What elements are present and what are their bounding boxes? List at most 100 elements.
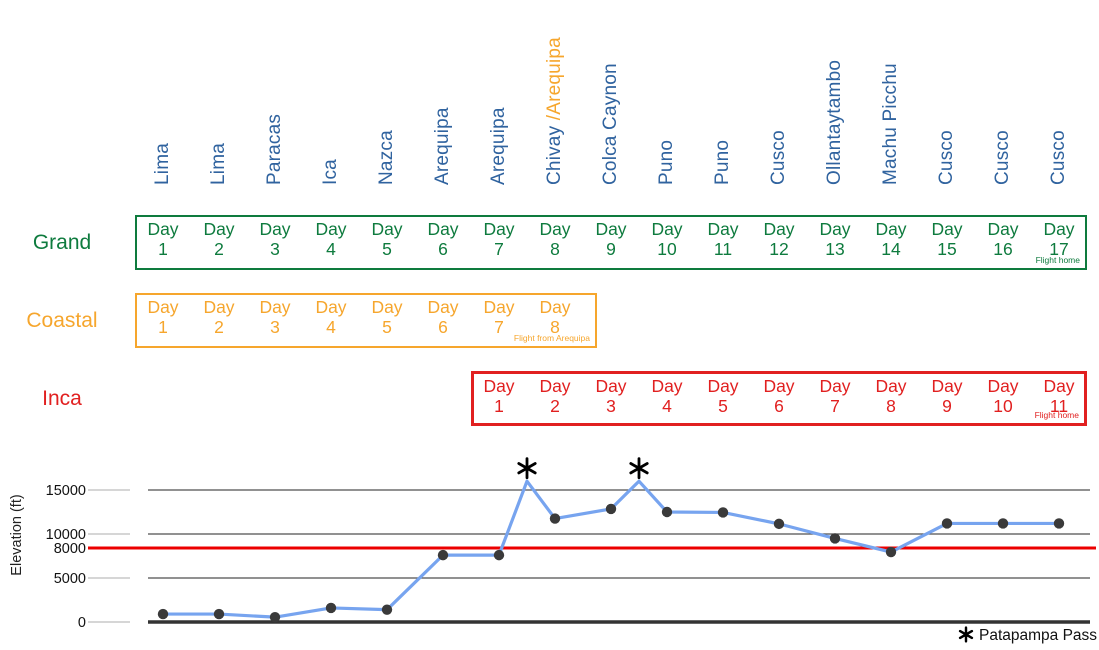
day-cell: Day 1 [135,219,191,259]
tour-days-box-inca: Day 1 Day 2 Day 3 Day 4 Day 5 Day 6 Day 7 Day 8 Day 9 Day 1… [471,371,1087,426]
pass-asterisk-icon [517,457,537,480]
data-point [829,533,841,544]
data-point [773,518,785,530]
city-name: Ollantaytambo [824,59,845,185]
day-number: 7 [494,317,504,337]
day-number: 8 [886,396,896,416]
day-cell: Day 5 [695,376,751,416]
city-name: Ica [320,159,341,185]
day-cell: Day 2 [191,219,247,259]
day-cell: Day 4 [303,219,359,259]
tour-label-grand: Grand [32,230,92,254]
city-label: Lima [208,143,229,185]
day-cell: Day 3 [583,376,639,416]
data-point [493,549,505,561]
day-word: Day [203,297,235,317]
data-point [605,503,617,515]
city-label: Arequipa [488,107,509,185]
day-cell: Day 13 [807,219,863,259]
day-number: 6 [438,317,448,337]
day-cell: Day 9 [583,219,639,259]
day-cell: Day 5 [359,219,415,259]
data-point [997,518,1009,529]
day-number: 9 [942,396,952,416]
day-cell: Day 8 [527,297,583,337]
day-word: Day [763,219,795,239]
day-word: Day [819,376,851,396]
day-cell: Day 16 [975,219,1031,259]
day-cell: Day 2 [527,376,583,416]
data-point [549,513,561,524]
day-number: 5 [382,317,392,337]
day-cell: Day 11 [695,219,751,259]
city-label: Colca Caynon [600,63,621,185]
day-cell: Day 12 [751,219,807,259]
data-point [213,608,225,620]
day-number: 4 [326,317,336,337]
day-number: 3 [270,317,280,337]
day-cell: Day 8 [527,219,583,259]
day-cell: Day 10 [639,219,695,259]
day-number: 11 [1049,396,1069,416]
y-tick-label: 8000 [54,541,86,557]
day-word: Day [427,219,459,239]
city-name: Puno [712,139,733,185]
day-cell: Day 10 [975,376,1031,416]
day-word: Day [595,219,627,239]
pass-asterisk-icon [629,457,649,480]
day-word: Day [483,219,515,239]
day-cell: Day 14 [863,219,919,259]
data-point [885,546,897,558]
data-point [437,549,449,561]
city-label: Ica [320,159,341,185]
day-word: Day [539,376,571,396]
data-point [381,604,393,615]
tour-days-box-grand: Day 1 Day 2 Day 3 Day 4 Day 5 Day 6 Day 7 Day 8 Day 9 Day 1… [135,215,1087,270]
day-cell: Day 7 [471,219,527,259]
day-word: Day [147,219,179,239]
city-name: Cusco [1048,130,1069,185]
day-cell: Day 3 [247,297,303,337]
day-word: Day [1043,376,1075,396]
day-word: Day [483,297,515,317]
day-number: 8 [550,239,560,259]
final-day-note: Flight home [1034,410,1079,420]
day-word: Day [371,219,403,239]
y-axis-title: Elevation (ft) [9,494,25,575]
day-number: 14 [881,239,901,259]
day-cell: Day 7 [471,297,527,337]
city-name: Arequipa [488,107,509,185]
city-name: Chivay [544,120,565,185]
day-word: Day [1043,219,1075,239]
day-cell: Day 6 [751,376,807,416]
final-day-note: Flight from Arequipa [513,333,590,343]
day-word: Day [651,219,683,239]
city-name: Arequipa [432,107,453,185]
day-number: 5 [382,239,392,259]
day-cell: Day 17 [1031,219,1087,259]
day-number: 5 [718,396,728,416]
day-word: Day [595,376,627,396]
tour-label-inca: Inca [42,386,82,410]
city-label: Cusco [768,130,789,185]
data-point [269,611,281,623]
day-word: Day [987,219,1019,239]
day-word: Day [427,297,459,317]
day-word: Day [371,297,403,317]
day-word: Day [931,376,963,396]
day-cell: Day 1 [135,297,191,337]
city-name: Cusco [768,130,789,185]
city-name: Paracas [264,113,285,185]
day-word: Day [931,219,963,239]
city-label: Cusco [992,130,1013,185]
city-name: Nazca [376,130,397,185]
day-number: 7 [494,239,504,259]
city-name: Puno [656,139,677,185]
data-point [717,507,729,518]
city-name: Lima [152,143,173,185]
city-label: Ollantaytambo [824,60,845,185]
day-number: 4 [326,239,336,259]
day-word: Day [483,376,515,396]
day-word: Day [763,376,795,396]
